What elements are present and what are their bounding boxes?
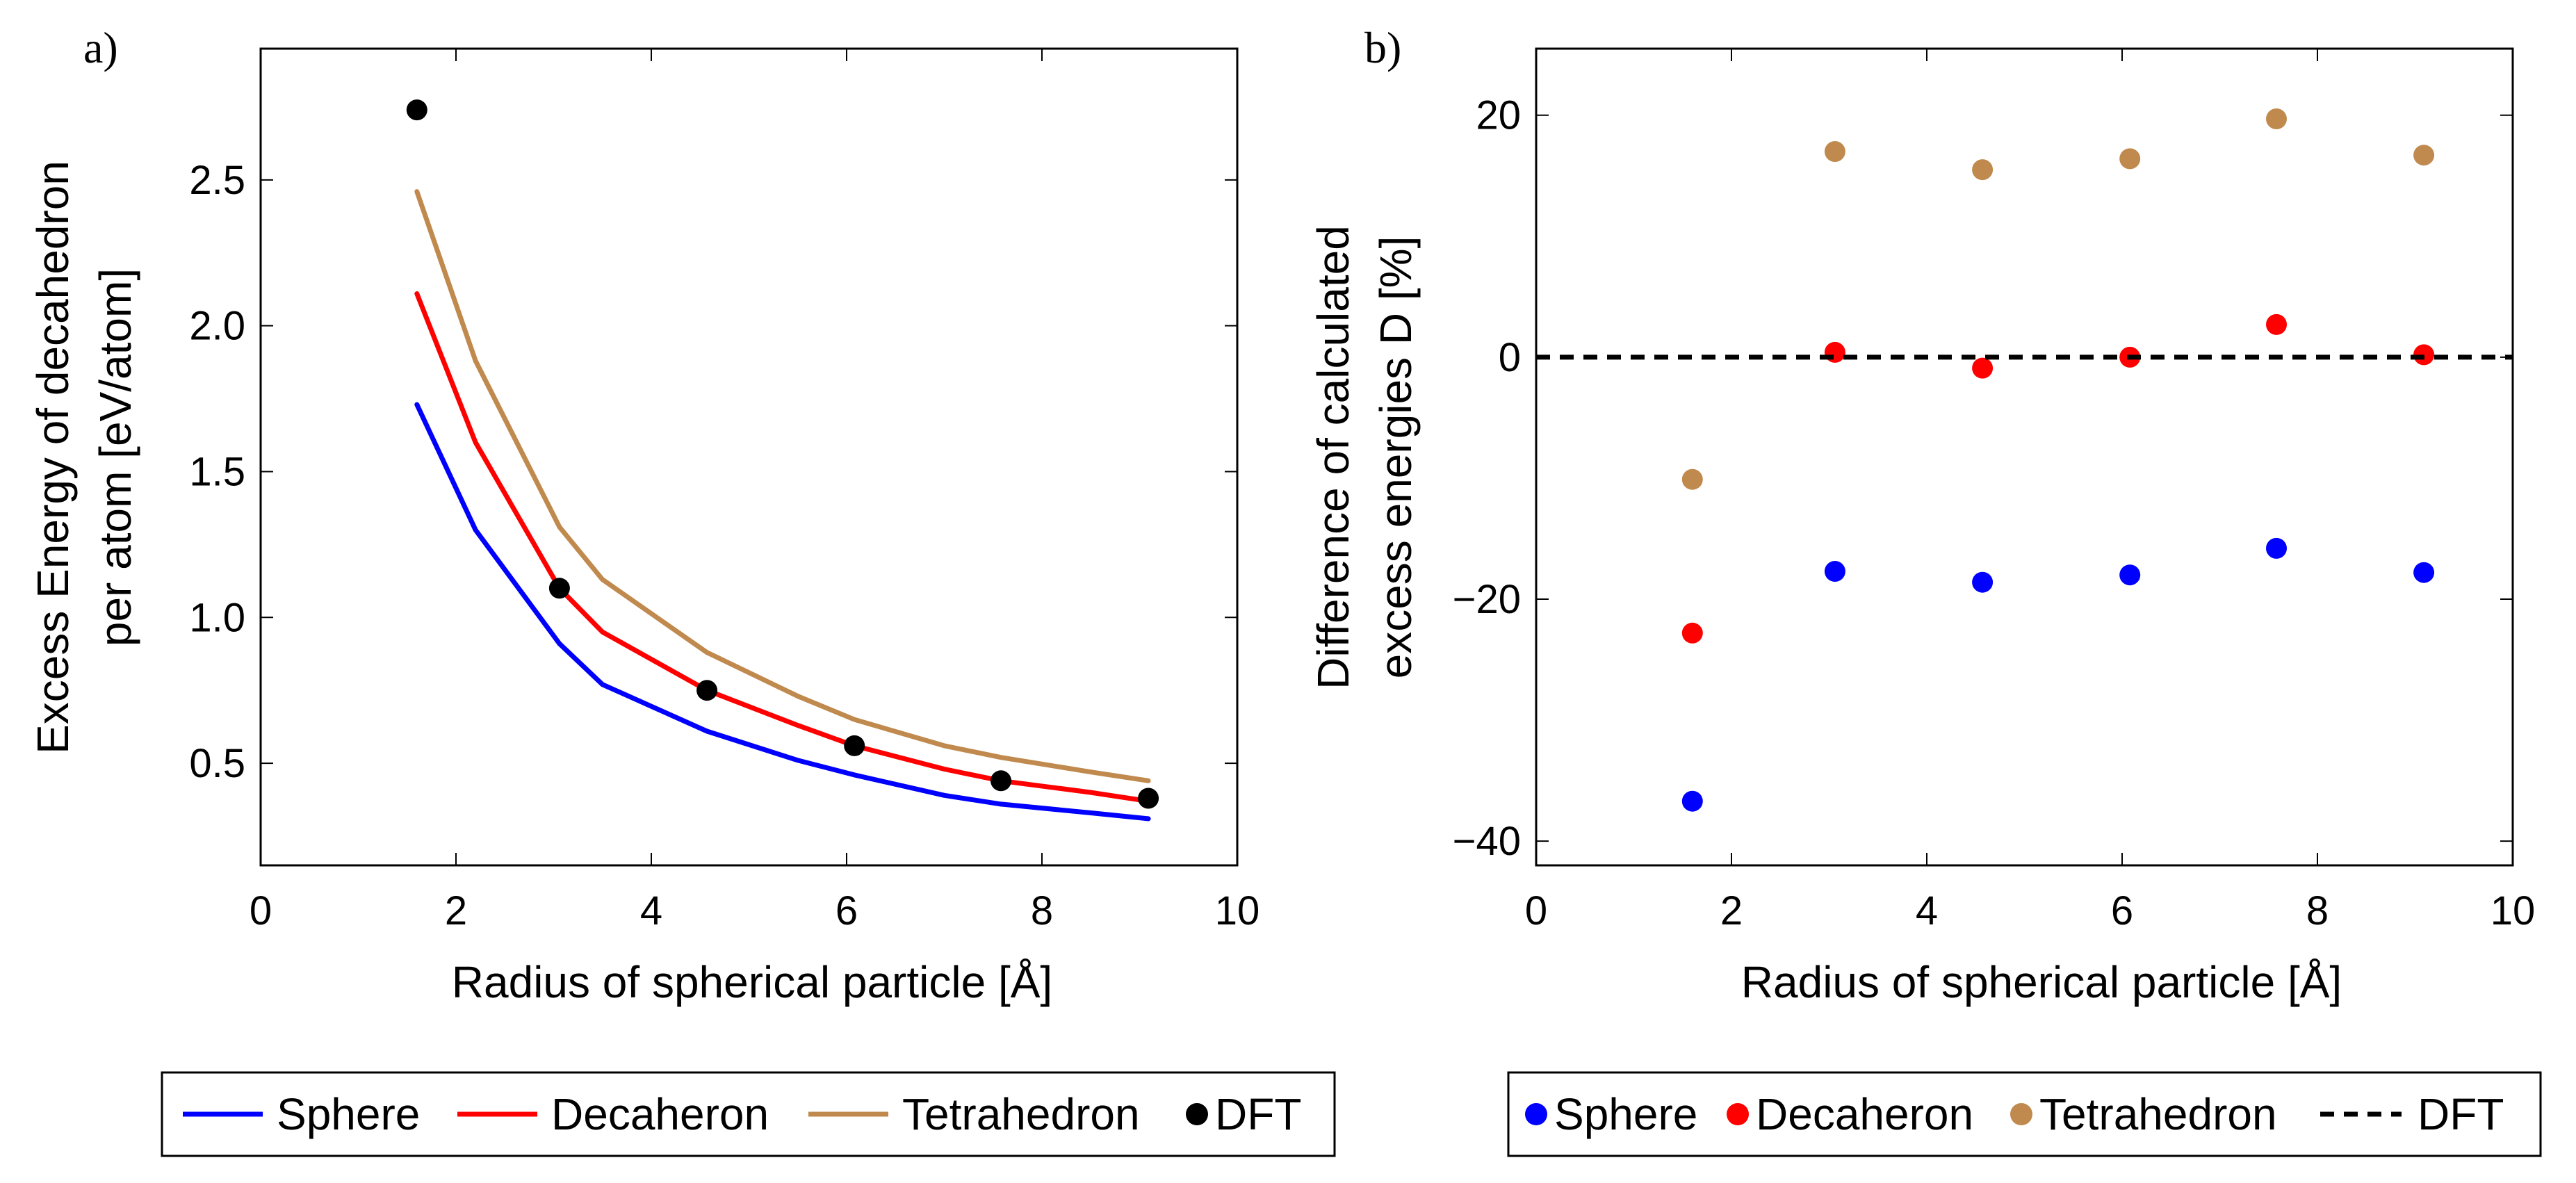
panel-b-xtick-label: 2	[1720, 888, 1743, 933]
panel-b-frame	[1535, 47, 2514, 867]
panel-b-sphere-point	[1824, 561, 1845, 582]
panel-b-sphere-point	[2413, 562, 2435, 583]
panel-b: b) 0 2 4 6 8 10 −40 −20 0 20 Radius of spherical …	[1308, 23, 2542, 1157]
panel-b-tetrahedron-point	[2266, 108, 2287, 129]
panel-b-series	[1536, 108, 2513, 812]
panel-a-dft-point	[1138, 788, 1159, 809]
panel-a-dft-point	[991, 770, 1011, 792]
legend-b-sphere-swatch	[1525, 1103, 1547, 1125]
panel-a: a) 0 2 4 6 8 10 0.5 1.0 1.5 2.0 2.5 Radius of sphe…	[28, 23, 1336, 1157]
panel-b-sphere-point	[1972, 571, 1994, 593]
panel-a-xtick-label: 0	[250, 888, 272, 933]
panel-b-tetrahedron-point	[2119, 148, 2141, 170]
panel-a-dft-point	[548, 578, 570, 599]
panel-a-xtick-label: 2	[445, 888, 467, 933]
panel-a-ytick-label: 2.0	[189, 304, 245, 349]
legend-b-tetrahedron-label: Tetrahedron	[2039, 1089, 2277, 1139]
legend-a-dft-swatch	[1186, 1103, 1208, 1125]
legend-a-dft-label: DFT	[1215, 1089, 1301, 1139]
panel-a-ylabel-line1: Excess Energy of decahedron	[28, 161, 78, 754]
panel-b-ytick-label: −20	[1453, 577, 1521, 622]
panel-b-xtick-label: 10	[2491, 888, 2536, 933]
panel-b-xtick-label: 0	[1525, 888, 1547, 933]
panel-b-sphere-point	[1681, 790, 1703, 812]
panel-b-tetrahedron-point	[2413, 145, 2435, 166]
panel-b-legend: Sphere Decaheron Tetrahedron DFT	[1507, 1071, 2542, 1157]
panel-a-legend-box	[161, 1071, 1336, 1157]
legend-a-sphere-label: Sphere	[277, 1089, 420, 1139]
panel-b-tetrahedron-point	[1824, 141, 1845, 162]
panel-b-xlabel: Radius of spherical particle [Å]	[1741, 957, 2342, 1007]
panel-a-ytick-label: 0.5	[189, 741, 245, 786]
panel-a-legend: Sphere Decaheron Tetrahedron DFT	[161, 1071, 1336, 1157]
panel-b-ytick-label: 20	[1476, 93, 1521, 138]
panel-a-label: a)	[83, 23, 118, 72]
panel-b-decaheron-point	[1681, 622, 1703, 644]
panel-b-tetrahedron-point	[1972, 159, 1994, 181]
panel-a-xtick-label: 6	[835, 888, 858, 933]
panel-a-dft-point	[844, 735, 865, 756]
legend-b-tetrahedron-swatch	[2010, 1103, 2032, 1125]
legend-a-decaheron-label: Decaheron	[551, 1089, 769, 1139]
panel-a-series	[406, 99, 1159, 822]
panel-a-tetrahedron-line	[414, 189, 1151, 783]
panel-a-dft-point	[696, 680, 718, 701]
panel-a-xlabel: Radius of spherical particle [Å]	[452, 957, 1052, 1007]
legend-b-sphere-label: Sphere	[1554, 1089, 1697, 1139]
panel-b-ylabel-line2: excess energies D [%]	[1371, 236, 1421, 679]
panel-b-ytick-label: −40	[1453, 819, 1521, 864]
panel-a-ytick-label: 2.5	[189, 158, 245, 203]
panel-a-frame	[259, 47, 1239, 867]
panel-a-ylabel-line2: per atom [eV/atom]	[90, 268, 140, 646]
panel-a-xtick-label: 8	[1031, 888, 1053, 933]
panel-a-ytick-label: 1.0	[189, 595, 245, 640]
panel-a-ytick-label: 1.5	[189, 449, 245, 494]
panel-b-ytick-label: 0	[1499, 335, 1521, 380]
panel-a-dft-point	[406, 99, 427, 121]
panel-b-xtick-label: 6	[2111, 888, 2133, 933]
panel-b-sphere-point	[2119, 564, 2141, 586]
panel-a-sphere-line	[414, 402, 1151, 822]
panel-b-decaheron-point	[1972, 357, 1994, 379]
legend-b-decaheron-label: Decaheron	[1756, 1089, 1973, 1139]
panel-a-xtick-label: 4	[640, 888, 662, 933]
panel-a-decaheron-line	[414, 291, 1151, 804]
panel-b-xtick-label: 4	[1916, 888, 1938, 933]
legend-a-tetrahedron-label: Tetrahedron	[902, 1089, 1140, 1139]
panel-b-decaheron-point	[2266, 313, 2287, 335]
panel-a-xtick-label: 10	[1215, 888, 1260, 933]
legend-b-decaheron-swatch	[1727, 1103, 1749, 1125]
panel-a-axes: 0 2 4 6 8 10 0.5 1.0 1.5 2.0 2.5	[189, 49, 1260, 933]
panel-b-label: b)	[1364, 23, 1401, 72]
panel-b-axes: 0 2 4 6 8 10 −40 −20 0 20	[1453, 49, 2536, 933]
panel-b-tetrahedron-point	[1681, 468, 1703, 490]
panel-b-ylabel-line1: Difference of calculated	[1308, 225, 1358, 690]
legend-b-dft-label: DFT	[2418, 1089, 2504, 1139]
panel-b-sphere-point	[2266, 537, 2287, 559]
panel-b-xtick-label: 8	[2306, 888, 2329, 933]
